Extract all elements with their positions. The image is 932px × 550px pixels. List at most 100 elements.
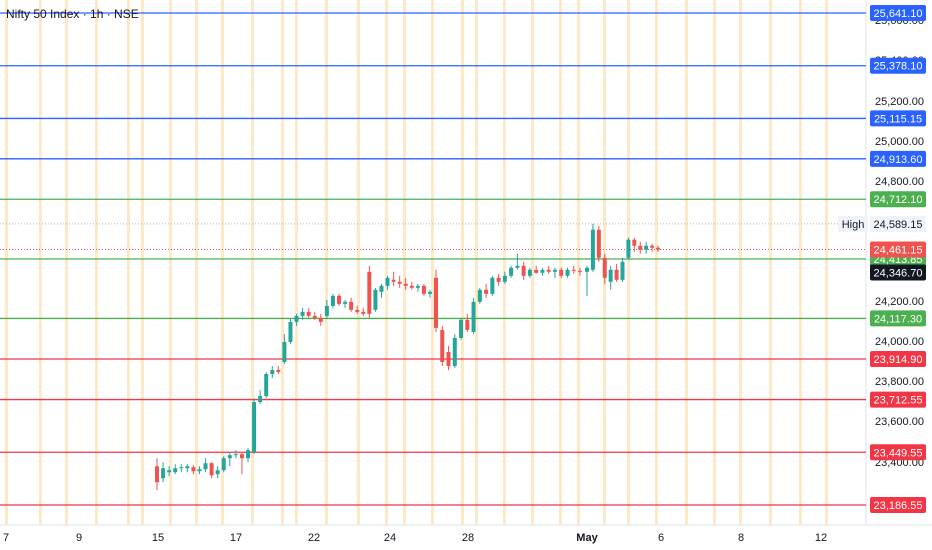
time-tick-label: 28 [462, 532, 474, 544]
candle-body [626, 239, 631, 258]
time-axis[interactable]: 7 9 15 17 22 24 28 May 6 8 12 [0, 524, 932, 544]
candle-body [614, 269, 619, 280]
candle-body [185, 466, 190, 469]
session-band [655, 0, 658, 525]
session-band [141, 0, 144, 525]
last-price-tag [870, 241, 926, 258]
session-band [799, 0, 802, 525]
candle-body [233, 454, 238, 456]
level-price-tag [870, 5, 926, 21]
session-band [295, 0, 298, 525]
candle-body [306, 311, 311, 316]
candle-body [197, 469, 202, 472]
level-price-label: 24,712.10 [874, 194, 923, 206]
session-band [251, 0, 254, 525]
candle-body [300, 311, 305, 316]
candle-body [215, 470, 220, 475]
time-tick-label: 8 [738, 532, 744, 544]
session-band [169, 0, 172, 525]
last-price-label: 24,461.15 [874, 245, 923, 257]
level-price-label: 23,712.55 [874, 395, 923, 407]
candle-body [428, 291, 432, 294]
level-price-label: 25,641.10 [874, 8, 923, 20]
candle-body [385, 277, 390, 286]
high-caption: High [842, 219, 865, 231]
session-band [713, 0, 716, 525]
candle-body [288, 321, 293, 342]
candle-body [179, 467, 184, 469]
level-price-label: 23,186.55 [874, 500, 923, 512]
candle-body [203, 463, 208, 470]
candle-body [650, 245, 655, 248]
horizontal-levels[interactable] [0, 12, 866, 506]
level-price-tag [870, 191, 926, 208]
price-tick-label: 23,800.00 [875, 376, 924, 388]
price-dotted-lines [0, 223, 866, 251]
session-band [195, 0, 198, 525]
time-tick-label: 9 [76, 532, 82, 544]
candle-body [590, 229, 595, 270]
prev-price-tag [870, 264, 926, 281]
candle-body [337, 295, 341, 304]
candle-body [361, 311, 366, 314]
session-band [825, 0, 828, 525]
session-band [95, 0, 98, 525]
candle-body [546, 269, 551, 272]
session-band [769, 0, 772, 525]
session-band [39, 0, 42, 525]
candle-body [477, 289, 482, 302]
candle-body [421, 285, 426, 294]
candle-body [620, 261, 625, 280]
level-price-tag [870, 351, 926, 368]
chart-title: Nifty 50 Index · 1h · NSE [6, 7, 139, 21]
session-band [385, 0, 388, 525]
level-price-label: 25,115.15 [874, 113, 922, 125]
candle-body [571, 269, 576, 271]
candle-body [644, 245, 649, 250]
time-tick-label: 7 [3, 532, 9, 544]
time-tick-label: 12 [815, 532, 827, 544]
candle-body [484, 289, 489, 294]
candle-body [602, 257, 607, 278]
candle-body [409, 285, 414, 288]
level-price-label: 24,117.30 [874, 313, 922, 325]
candle-body [391, 279, 396, 282]
price-tick-label: 25,200.00 [875, 96, 924, 108]
level-price-label: 24,913.60 [874, 154, 923, 166]
candle-body [276, 370, 281, 373]
candle-body [534, 269, 539, 273]
candle-body [596, 229, 601, 258]
candle-body [440, 329, 445, 362]
candle-body [459, 319, 464, 338]
level-price-tag [870, 150, 926, 167]
candle-body [324, 305, 329, 316]
session-band [127, 0, 130, 525]
price-tick-label: 23,600.00 [875, 416, 924, 428]
level-price-tag [870, 310, 926, 327]
candle-body [312, 315, 317, 318]
candle-body [373, 289, 378, 310]
price-tick-label: 25,000.00 [875, 136, 924, 148]
time-tick-label: 15 [152, 532, 164, 544]
candle-body [446, 351, 451, 367]
candle-body [282, 341, 287, 362]
candle-body [349, 301, 354, 310]
session-band [403, 0, 406, 525]
level-price-tag [870, 110, 926, 127]
session-band [475, 0, 478, 525]
candle-body [403, 283, 408, 286]
candle-body [585, 267, 589, 272]
candle-body [502, 275, 507, 282]
candle-body [638, 245, 643, 250]
candle-body [559, 269, 564, 276]
candle-body [452, 337, 457, 367]
candle-body [294, 315, 299, 322]
price-tick-label: 24,200.00 [875, 296, 924, 308]
candle-body [552, 269, 557, 272]
high-caption-box [838, 215, 868, 232]
candle-body [608, 269, 613, 282]
session-band [461, 0, 464, 525]
